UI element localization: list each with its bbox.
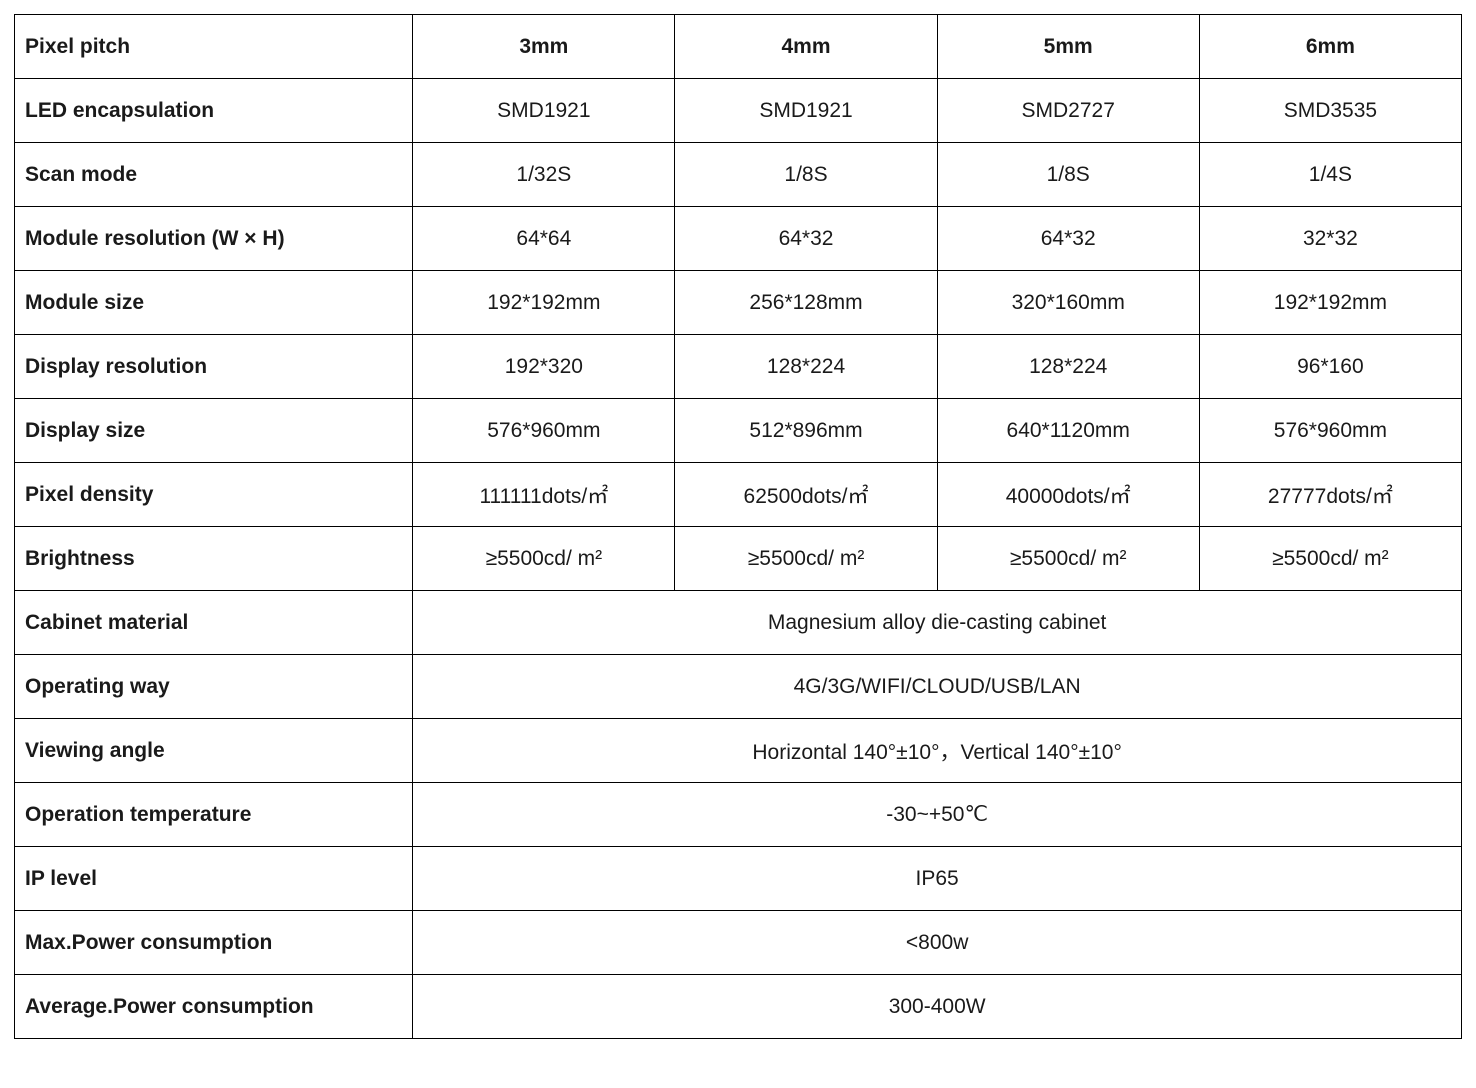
cell-value-spanning: 4G/3G/WIFI/CLOUD/USB/LAN [413,655,1462,719]
cell-value: 64*32 [937,207,1199,271]
table-row: Cabinet materialMagnesium alloy die-cast… [15,591,1462,655]
row-label: Operation temperature [15,783,413,847]
cell-value-spanning: -30~+50℃ [413,783,1462,847]
cell-value-spanning: IP65 [413,847,1462,911]
row-label: Module resolution (W × H) [15,207,413,271]
cell-value: 192*192mm [1199,271,1461,335]
cell-value: 576*960mm [413,399,675,463]
cell-value: 111111dots/㎡ [413,463,675,527]
table-row: Average.Power consumption300-400W [15,975,1462,1039]
cell-value: 27777dots/㎡ [1199,463,1461,527]
cell-value: SMD1921 [675,79,937,143]
cell-value: 1/4S [1199,143,1461,207]
cell-value-spanning: 300-400W [413,975,1462,1039]
table-row: Viewing angleHorizontal 140°±10°，Vertica… [15,719,1462,783]
row-label: Brightness [15,527,413,591]
cell-value: 640*1120mm [937,399,1199,463]
cell-value: 576*960mm [1199,399,1461,463]
cell-value: ≥5500cd/ m² [675,527,937,591]
cell-value: SMD3535 [1199,79,1461,143]
table-row: Display resolution192*320128*224128*2249… [15,335,1462,399]
cell-value: 1/8S [937,143,1199,207]
table-row: Module size192*192mm256*128mm320*160mm19… [15,271,1462,335]
row-label: Operating way [15,655,413,719]
cell-value: ≥5500cd/ m² [937,527,1199,591]
table-row: Pixel pitch3mm4mm5mm6mm [15,15,1462,79]
table-row: Operating way4G/3G/WIFI/CLOUD/USB/LAN [15,655,1462,719]
row-label: Display size [15,399,413,463]
table-row: Brightness≥5500cd/ m²≥5500cd/ m²≥5500cd/… [15,527,1462,591]
cell-value: 320*160mm [937,271,1199,335]
cell-value: 32*32 [1199,207,1461,271]
table-row: IP levelIP65 [15,847,1462,911]
cell-value: 192*192mm [413,271,675,335]
cell-value: SMD2727 [937,79,1199,143]
column-header: 6mm [1199,15,1461,79]
cell-value-spanning: <800w [413,911,1462,975]
table-row: Operation temperature-30~+50℃ [15,783,1462,847]
cell-value: ≥5500cd/ m² [1199,527,1461,591]
row-label: Average.Power consumption [15,975,413,1039]
table-row: Module resolution (W × H)64*6464*3264*32… [15,207,1462,271]
column-header: 3mm [413,15,675,79]
table-row: Scan mode1/32S1/8S1/8S1/4S [15,143,1462,207]
cell-value: 128*224 [675,335,937,399]
table-row: Max.Power consumption<800w [15,911,1462,975]
row-label: Max.Power consumption [15,911,413,975]
table-row: LED encapsulationSMD1921SMD1921SMD2727SM… [15,79,1462,143]
column-header: 5mm [937,15,1199,79]
cell-value: 96*160 [1199,335,1461,399]
row-label: Module size [15,271,413,335]
cell-value: 1/32S [413,143,675,207]
row-label: LED encapsulation [15,79,413,143]
cell-value: 256*128mm [675,271,937,335]
cell-value: 1/8S [675,143,937,207]
row-label: Pixel pitch [15,15,413,79]
column-header: 4mm [675,15,937,79]
cell-value: 128*224 [937,335,1199,399]
row-label: Cabinet material [15,591,413,655]
cell-value-spanning: Magnesium alloy die-casting cabinet [413,591,1462,655]
cell-value: 62500dots/㎡ [675,463,937,527]
cell-value: SMD1921 [413,79,675,143]
row-label: Pixel density [15,463,413,527]
cell-value: 40000dots/㎡ [937,463,1199,527]
cell-value: 192*320 [413,335,675,399]
table-row: Pixel density111111dots/㎡62500dots/㎡4000… [15,463,1462,527]
row-label: Viewing angle [15,719,413,783]
row-label: Display resolution [15,335,413,399]
row-label: IP level [15,847,413,911]
row-label: Scan mode [15,143,413,207]
cell-value: ≥5500cd/ m² [413,527,675,591]
table-row: Display size576*960mm512*896mm640*1120mm… [15,399,1462,463]
cell-value: 64*64 [413,207,675,271]
cell-value: 512*896mm [675,399,937,463]
cell-value: 64*32 [675,207,937,271]
cell-value-spanning: Horizontal 140°±10°，Vertical 140°±10° [413,719,1462,783]
spec-table: Pixel pitch3mm4mm5mm6mmLED encapsulation… [14,14,1462,1039]
